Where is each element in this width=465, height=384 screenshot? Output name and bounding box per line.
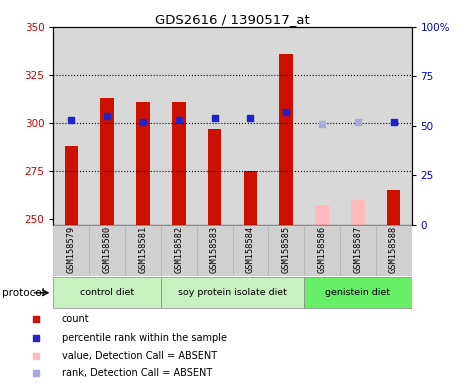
Point xyxy=(33,370,40,376)
Text: GSM158587: GSM158587 xyxy=(353,226,362,273)
Text: GSM158583: GSM158583 xyxy=(210,226,219,273)
Bar xyxy=(100,98,114,225)
Bar xyxy=(89,225,125,276)
Bar xyxy=(208,129,221,225)
Bar xyxy=(197,225,232,276)
Bar xyxy=(340,225,376,276)
Point xyxy=(211,115,218,121)
Bar xyxy=(232,225,268,276)
Bar xyxy=(125,225,161,276)
Text: rank, Detection Call = ABSENT: rank, Detection Call = ABSENT xyxy=(62,368,212,378)
Bar xyxy=(136,102,150,225)
Bar xyxy=(279,54,293,225)
Text: GSM158588: GSM158588 xyxy=(389,226,398,273)
Bar xyxy=(268,225,304,276)
Point xyxy=(33,353,40,359)
Point xyxy=(246,115,254,121)
Bar xyxy=(232,27,268,225)
Bar xyxy=(161,27,197,225)
Text: GSM158584: GSM158584 xyxy=(246,226,255,273)
Text: GSM158586: GSM158586 xyxy=(318,226,326,273)
Bar xyxy=(376,225,412,276)
Bar xyxy=(268,27,304,225)
Bar xyxy=(244,171,257,225)
Text: value, Detection Call = ABSENT: value, Detection Call = ABSENT xyxy=(62,351,217,361)
Point xyxy=(103,113,111,119)
Bar xyxy=(351,200,365,225)
Text: GSM158585: GSM158585 xyxy=(282,226,291,273)
Text: GSM158579: GSM158579 xyxy=(67,226,76,273)
Bar xyxy=(53,225,89,276)
Text: percentile rank within the sample: percentile rank within the sample xyxy=(62,333,227,343)
Point xyxy=(354,119,361,125)
Bar xyxy=(387,190,400,225)
Bar xyxy=(172,102,186,225)
Point xyxy=(282,109,290,115)
Bar xyxy=(161,225,197,276)
Bar xyxy=(53,27,89,225)
Text: GSM158580: GSM158580 xyxy=(103,226,112,273)
Bar xyxy=(376,27,412,225)
Text: GSM158582: GSM158582 xyxy=(174,226,183,273)
Bar xyxy=(304,277,412,308)
Bar xyxy=(197,27,232,225)
Point xyxy=(139,119,146,125)
Text: control diet: control diet xyxy=(80,288,134,297)
Text: soy protein isolate diet: soy protein isolate diet xyxy=(178,288,287,297)
Point xyxy=(318,121,325,127)
Bar xyxy=(304,27,340,225)
Bar xyxy=(304,225,340,276)
Text: genistein diet: genistein diet xyxy=(326,288,390,297)
Point xyxy=(67,117,75,123)
Bar xyxy=(315,205,329,225)
Bar xyxy=(89,27,125,225)
Point xyxy=(390,119,397,125)
Point xyxy=(33,316,40,322)
Text: GSM158581: GSM158581 xyxy=(139,226,147,273)
Bar xyxy=(65,146,78,225)
Bar xyxy=(53,277,161,308)
Point xyxy=(33,334,40,341)
Text: protocol: protocol xyxy=(2,288,45,298)
Text: count: count xyxy=(62,314,89,324)
Title: GDS2616 / 1390517_at: GDS2616 / 1390517_at xyxy=(155,13,310,26)
Point xyxy=(175,117,182,123)
Bar xyxy=(340,27,376,225)
Bar xyxy=(161,277,304,308)
Bar xyxy=(125,27,161,225)
